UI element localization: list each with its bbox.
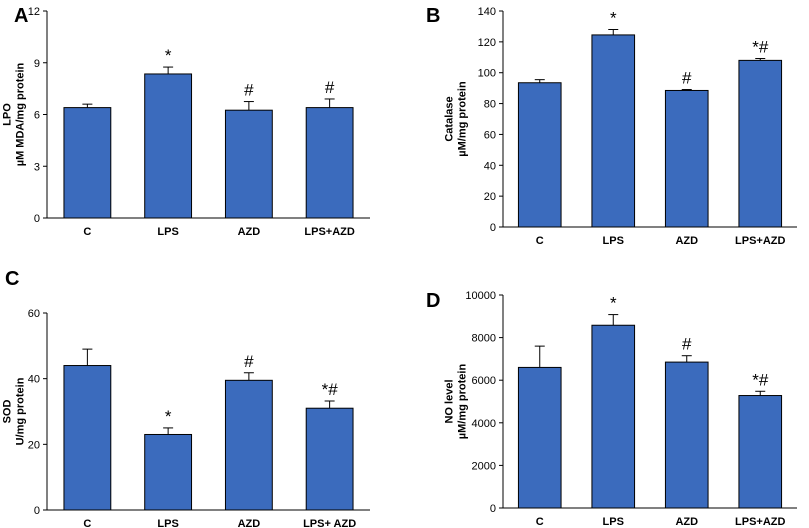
- bar: [591, 324, 636, 509]
- chart-panel-d: D 0 2000 4000 6000 8000 10000 NO level µM/mg pro…: [426, 290, 797, 528]
- x-tick-label: LPS+AZD: [304, 226, 354, 238]
- bar: [63, 107, 112, 219]
- y-tick-label: 20: [484, 191, 496, 203]
- significance-marker: *: [165, 407, 172, 426]
- bar: [664, 89, 709, 228]
- bar: [517, 82, 562, 228]
- y-tick-label: 60: [28, 308, 40, 320]
- significance-marker: #: [325, 78, 335, 97]
- x-tick-label: LPS: [603, 235, 624, 247]
- significance-marker: *#: [752, 38, 769, 57]
- bar: [63, 365, 112, 511]
- x-tick-label: AZD: [238, 518, 261, 528]
- bar: [224, 109, 273, 219]
- y-tick-label: 0: [490, 222, 496, 234]
- bar: [305, 107, 354, 219]
- x-tick-label: C: [536, 516, 544, 528]
- bar: [591, 34, 636, 228]
- y-tick-label: 80: [484, 99, 496, 111]
- y-tick-label: 20: [28, 439, 40, 451]
- chart-panel-a: A 0 3 6 9 12 LPO µM MDA/mg protein C * LPS # AZD # LPS…: [2, 5, 370, 238]
- x-tick-label: LPS+AZD: [735, 235, 785, 247]
- x-tick-label: AZD: [238, 226, 261, 238]
- x-tick-label: LPS+AZD: [735, 516, 785, 528]
- panel-label: D: [426, 290, 440, 312]
- x-tick-label: LPS+ AZD: [303, 518, 356, 528]
- significance-marker: *: [610, 294, 617, 313]
- bar: [738, 59, 783, 228]
- y-tick-label: 40: [28, 374, 40, 386]
- y-tick-label: 9: [34, 58, 40, 70]
- x-tick-label: C: [536, 235, 544, 247]
- significance-marker: *#: [322, 380, 339, 399]
- significance-marker: *: [610, 9, 617, 28]
- y-axis-title: LPO: [2, 103, 14, 126]
- bar: [144, 73, 193, 219]
- y-axis-title: Catalase: [444, 96, 456, 141]
- x-tick-label: AZD: [675, 516, 698, 528]
- y-tick-label: 100: [478, 68, 496, 80]
- chart-panel-c: C 0 20 40 60 SOD U/mg protein C * LPS # AZD *# LPS+ A…: [2, 268, 370, 528]
- significance-marker: *#: [752, 370, 769, 389]
- y-tick-label: 120: [478, 37, 496, 49]
- significance-marker: #: [244, 81, 254, 100]
- bar: [224, 379, 273, 511]
- y-axis-title: SOD: [2, 400, 14, 424]
- bar: [144, 433, 193, 511]
- y-axis-title: µM MDA/mg protein: [15, 62, 27, 166]
- panel-label: C: [5, 268, 19, 290]
- x-tick-label: LPS: [157, 226, 178, 238]
- x-tick-label: C: [83, 226, 91, 238]
- y-tick-label: 8000: [472, 333, 496, 345]
- y-tick-label: 12: [28, 6, 40, 18]
- y-tick-label: 140: [478, 6, 496, 18]
- y-tick-label: 10000: [465, 290, 496, 302]
- bar: [517, 366, 562, 509]
- x-tick-label: LPS: [157, 518, 178, 528]
- chart-panel-b: B 0 20 40 60 80 100 120 140 Catalase µM/mg protein…: [426, 5, 797, 247]
- y-axis-title: µM/mg protein: [457, 364, 469, 440]
- significance-marker: *: [165, 46, 172, 65]
- x-tick-label: LPS: [603, 516, 624, 528]
- y-axis-title: µM/mg protein: [457, 81, 469, 157]
- y-tick-label: 6000: [472, 375, 496, 387]
- y-tick-label: 0: [34, 505, 40, 517]
- y-axis-title: U/mg protein: [15, 377, 27, 445]
- significance-marker: #: [244, 352, 254, 371]
- x-tick-label: AZD: [675, 235, 698, 247]
- y-tick-label: 0: [34, 213, 40, 225]
- significance-marker: #: [682, 335, 692, 354]
- bar: [305, 407, 354, 511]
- y-axis-title: NO level: [444, 379, 456, 423]
- bar: [664, 361, 709, 509]
- y-tick-label: 2000: [472, 460, 496, 472]
- y-tick-label: 4000: [472, 418, 496, 430]
- bar: [738, 395, 783, 509]
- y-tick-label: 3: [34, 161, 40, 173]
- y-tick-label: 60: [484, 129, 496, 141]
- panel-label: B: [426, 5, 440, 27]
- significance-marker: #: [682, 69, 692, 88]
- x-tick-label: C: [83, 518, 91, 528]
- y-tick-label: 0: [490, 503, 496, 515]
- y-tick-label: 40: [484, 160, 496, 172]
- y-tick-label: 6: [34, 110, 40, 122]
- panel-label: A: [14, 5, 28, 27]
